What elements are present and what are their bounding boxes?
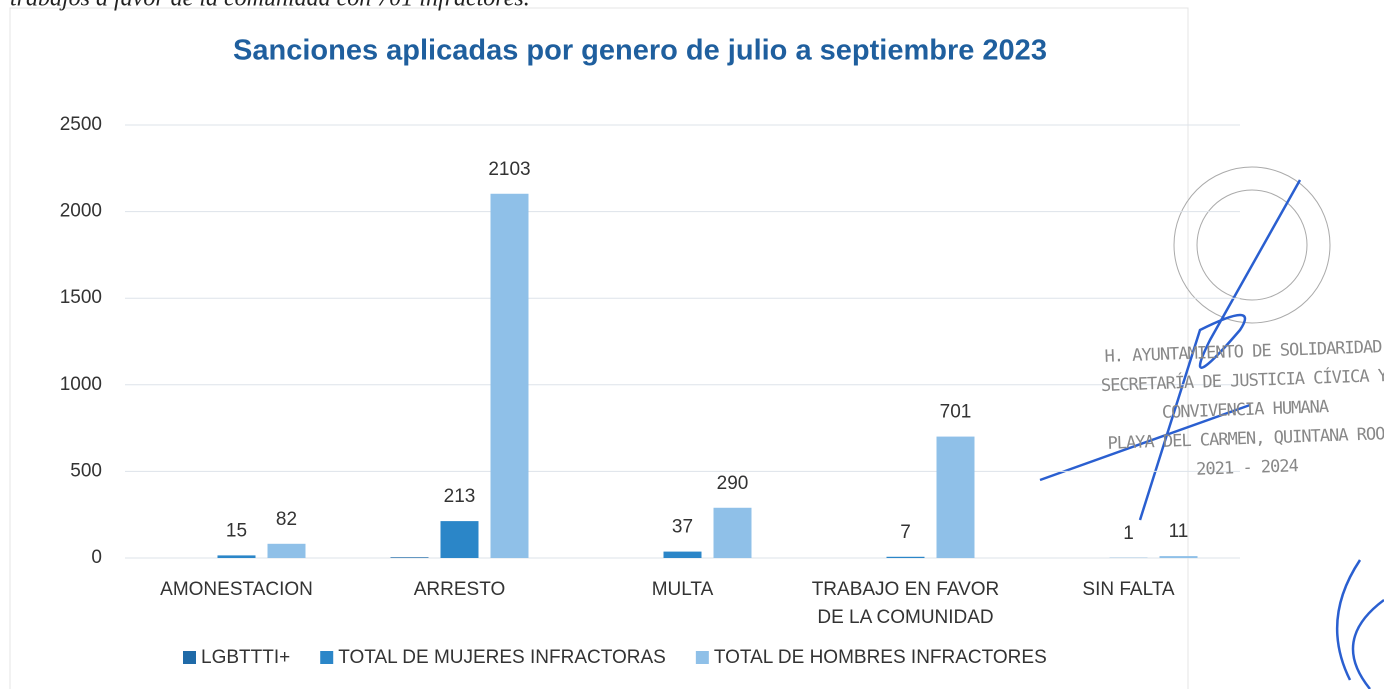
bar [391, 557, 429, 558]
data-label: 15 [226, 520, 247, 541]
stamp-text: CONVIVENCIA HUMANA [1162, 397, 1330, 423]
stamp-text: 2021 - 2024 [1196, 456, 1299, 480]
bar [491, 194, 529, 558]
y-tick-label: 500 [70, 460, 102, 481]
y-tick-label: 2000 [60, 201, 102, 222]
x-tick-label: ARRESTO [414, 579, 506, 600]
x-tick-label: MULTA [652, 579, 714, 600]
legend-swatch [183, 651, 196, 664]
y-tick-label: 1000 [60, 374, 102, 395]
bar [714, 508, 752, 558]
bar [441, 521, 479, 558]
data-label: 290 [717, 473, 749, 494]
stamp-text: SECRETARÍA DE JUSTICIA CÍVICA Y [1101, 364, 1384, 396]
x-tick-label: AMONESTACION [160, 579, 313, 600]
bar [1160, 556, 1198, 558]
data-label: 11 [1169, 521, 1189, 542]
data-label: 82 [276, 509, 297, 530]
y-tick-label: 0 [91, 547, 102, 568]
bar [268, 544, 306, 558]
data-label: 1 [1123, 523, 1134, 544]
bar [664, 552, 702, 558]
data-label: 2103 [488, 159, 530, 180]
stamp-text: H. AYUNTAMIENTO DE SOLIDARIDAD [1104, 337, 1382, 367]
y-tick-label: 1500 [60, 287, 102, 308]
stamp: H. AYUNTAMIENTO DE SOLIDARIDADSECRETARÍA… [1100, 337, 1384, 483]
x-tick-label: DE LA COMUNIDAD [817, 607, 993, 628]
header-text: trabajos a favor de la comunidad con 701… [10, 0, 530, 12]
stamp-seal [1174, 167, 1330, 323]
legend-swatch [696, 651, 709, 664]
data-label: 7 [900, 522, 911, 543]
x-tick-label: SIN FALTA [1082, 579, 1175, 600]
bar [887, 557, 925, 558]
data-label: 213 [444, 486, 476, 507]
chart-title: Sanciones aplicadas por genero de julio … [233, 35, 1047, 67]
legend-label: LGBTTTI+ [201, 647, 290, 668]
legend-label: TOTAL DE HOMBRES INFRACTORES [714, 647, 1047, 668]
bar [218, 555, 256, 558]
data-label: 701 [940, 402, 972, 423]
legend-swatch [320, 651, 333, 664]
y-tick-label: 2500 [60, 114, 102, 135]
x-tick-label: TRABAJO EN FAVOR [812, 579, 1000, 600]
bar [937, 437, 975, 558]
data-label: 37 [672, 517, 693, 538]
legend-label: TOTAL DE MUJERES INFRACTORAS [338, 647, 666, 668]
stamp-text: PLAYA DEL CARMEN, QUINTANA ROO [1107, 424, 1384, 454]
